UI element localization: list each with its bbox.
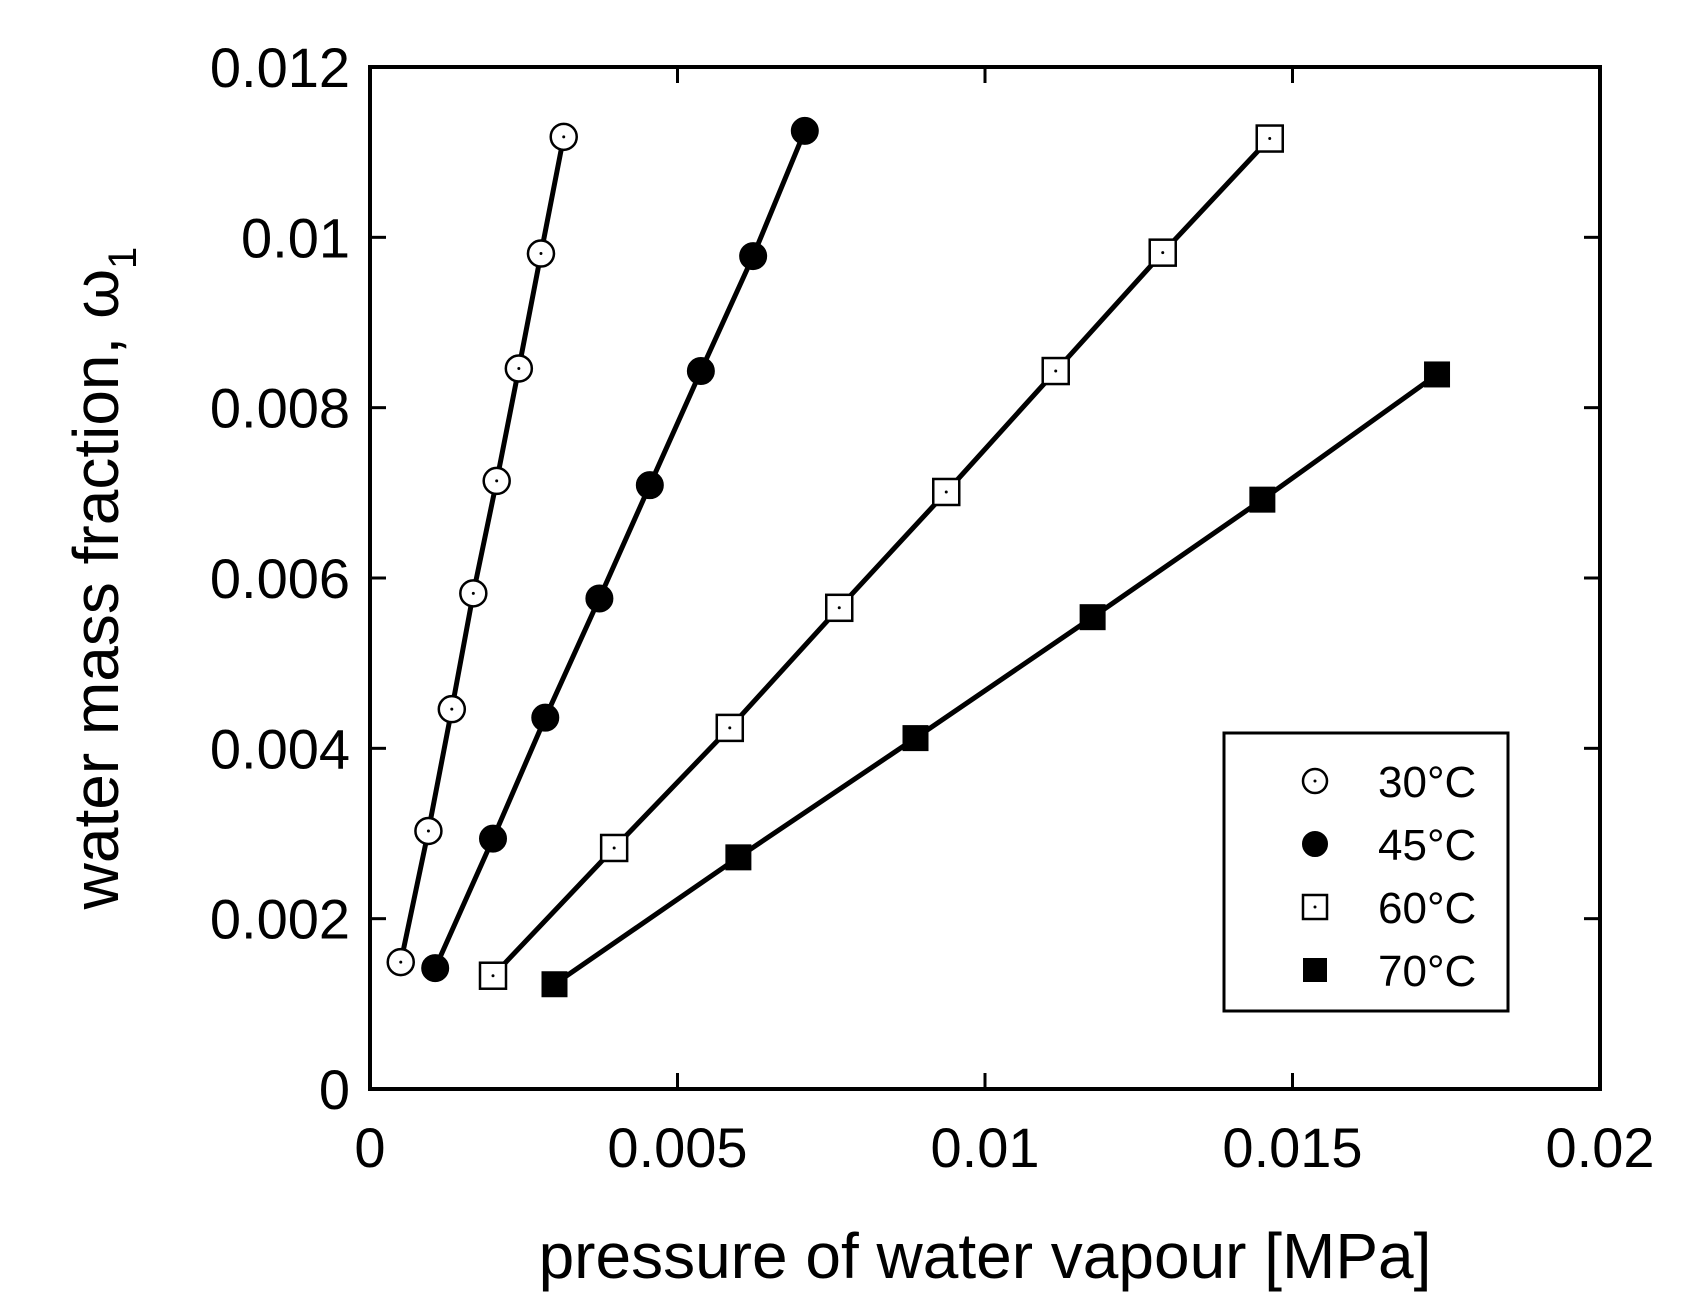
y-tick-label: 0.008 [210,377,350,440]
x-tick-label: 0 [354,1116,385,1179]
marker-filled-square [902,725,929,752]
plot-frame [368,65,1602,1091]
marker-filled-square [1303,958,1327,982]
marker-filled-square [1424,361,1451,388]
marker-filled-square [1079,604,1106,631]
marker-center-dot [517,366,521,370]
x-tick-label: 0.015 [1222,1116,1362,1179]
y-tick-label: 0.002 [210,888,350,951]
marker-filled-square [1249,486,1276,513]
marker-center-dot [1054,369,1058,373]
marker-center-dot [1268,137,1272,141]
legend-item: 60°C [1301,884,1476,933]
marker-center-dot [491,974,495,978]
y-tick-label: 0.01 [241,206,350,269]
marker-open-square [932,477,961,507]
marker-center-dot [471,591,475,595]
legend-label: 45°C [1378,821,1476,870]
x-tick-label: 0.005 [607,1116,747,1179]
marker-filled-square [725,844,752,871]
marker-center-dot [426,829,430,833]
series-line [553,372,1439,987]
legend-label: 60°C [1378,884,1476,933]
marker-filled-circle [421,954,450,983]
series-3 [541,361,1451,998]
marker-center-dot [1313,905,1317,909]
series-line [398,136,567,963]
series-2 [478,124,1284,990]
legend-item: 70°C [1303,947,1476,996]
x-tick-label: 0.01 [931,1116,1040,1179]
marker-filled-circle [739,242,768,271]
marker-filled-circle [531,703,560,732]
marker-filled-circle [585,584,614,613]
x-axis-label: pressure of water vapour [MPa] [539,1220,1432,1292]
marker-center-dot [539,252,543,256]
marker-center-dot [562,135,566,139]
series-line [491,136,1272,978]
y-tick-label: 0.012 [210,36,350,99]
series-layer [386,116,1451,998]
y-axis-label-subscript: 1 [101,247,145,269]
marker-center-dot [837,606,841,610]
y-tick-label: 0.006 [210,547,350,610]
marker-center-dot [1161,251,1165,255]
series-0 [386,122,578,977]
y-axis-label: water mass fraction, ω1 [60,247,145,911]
marker-center-dot [612,846,616,850]
legend: 30°C 45°C 60°C 70°C [1222,731,1510,1013]
y-tick-label: 0 [319,1058,350,1121]
marker-center-dot [495,479,499,483]
marker-filled-circle [686,357,715,386]
marker-center-dot [450,707,454,711]
ticks-layer: 0 0.005 0.01 0.015 0.02 0 0.002 0.004 0.006 0.008… [210,36,1655,1179]
legend-item: 45°C [1302,821,1476,870]
x-tick-label: 0.02 [1546,1116,1655,1179]
legend-item: 30°C [1301,758,1476,807]
legend-label: 30°C [1378,758,1476,807]
series-1 [421,116,819,983]
marker-center-dot [399,960,403,964]
marker-filled-circle [479,824,507,853]
marker-center-dot [1313,779,1317,783]
legend-box [1222,731,1510,1013]
marker-filled-circle [790,116,819,145]
legend-label: 70°C [1378,947,1476,996]
marker-center-dot [944,490,948,494]
y-tick-label: 0.004 [210,717,350,780]
series-line [432,129,808,970]
marker-filled-square [541,971,568,998]
marker-center-dot [728,726,732,730]
y-axis-label-main: water mass fraction, ω [60,269,132,910]
marker-filled-circle [1302,831,1328,857]
marker-filled-circle [635,471,664,500]
